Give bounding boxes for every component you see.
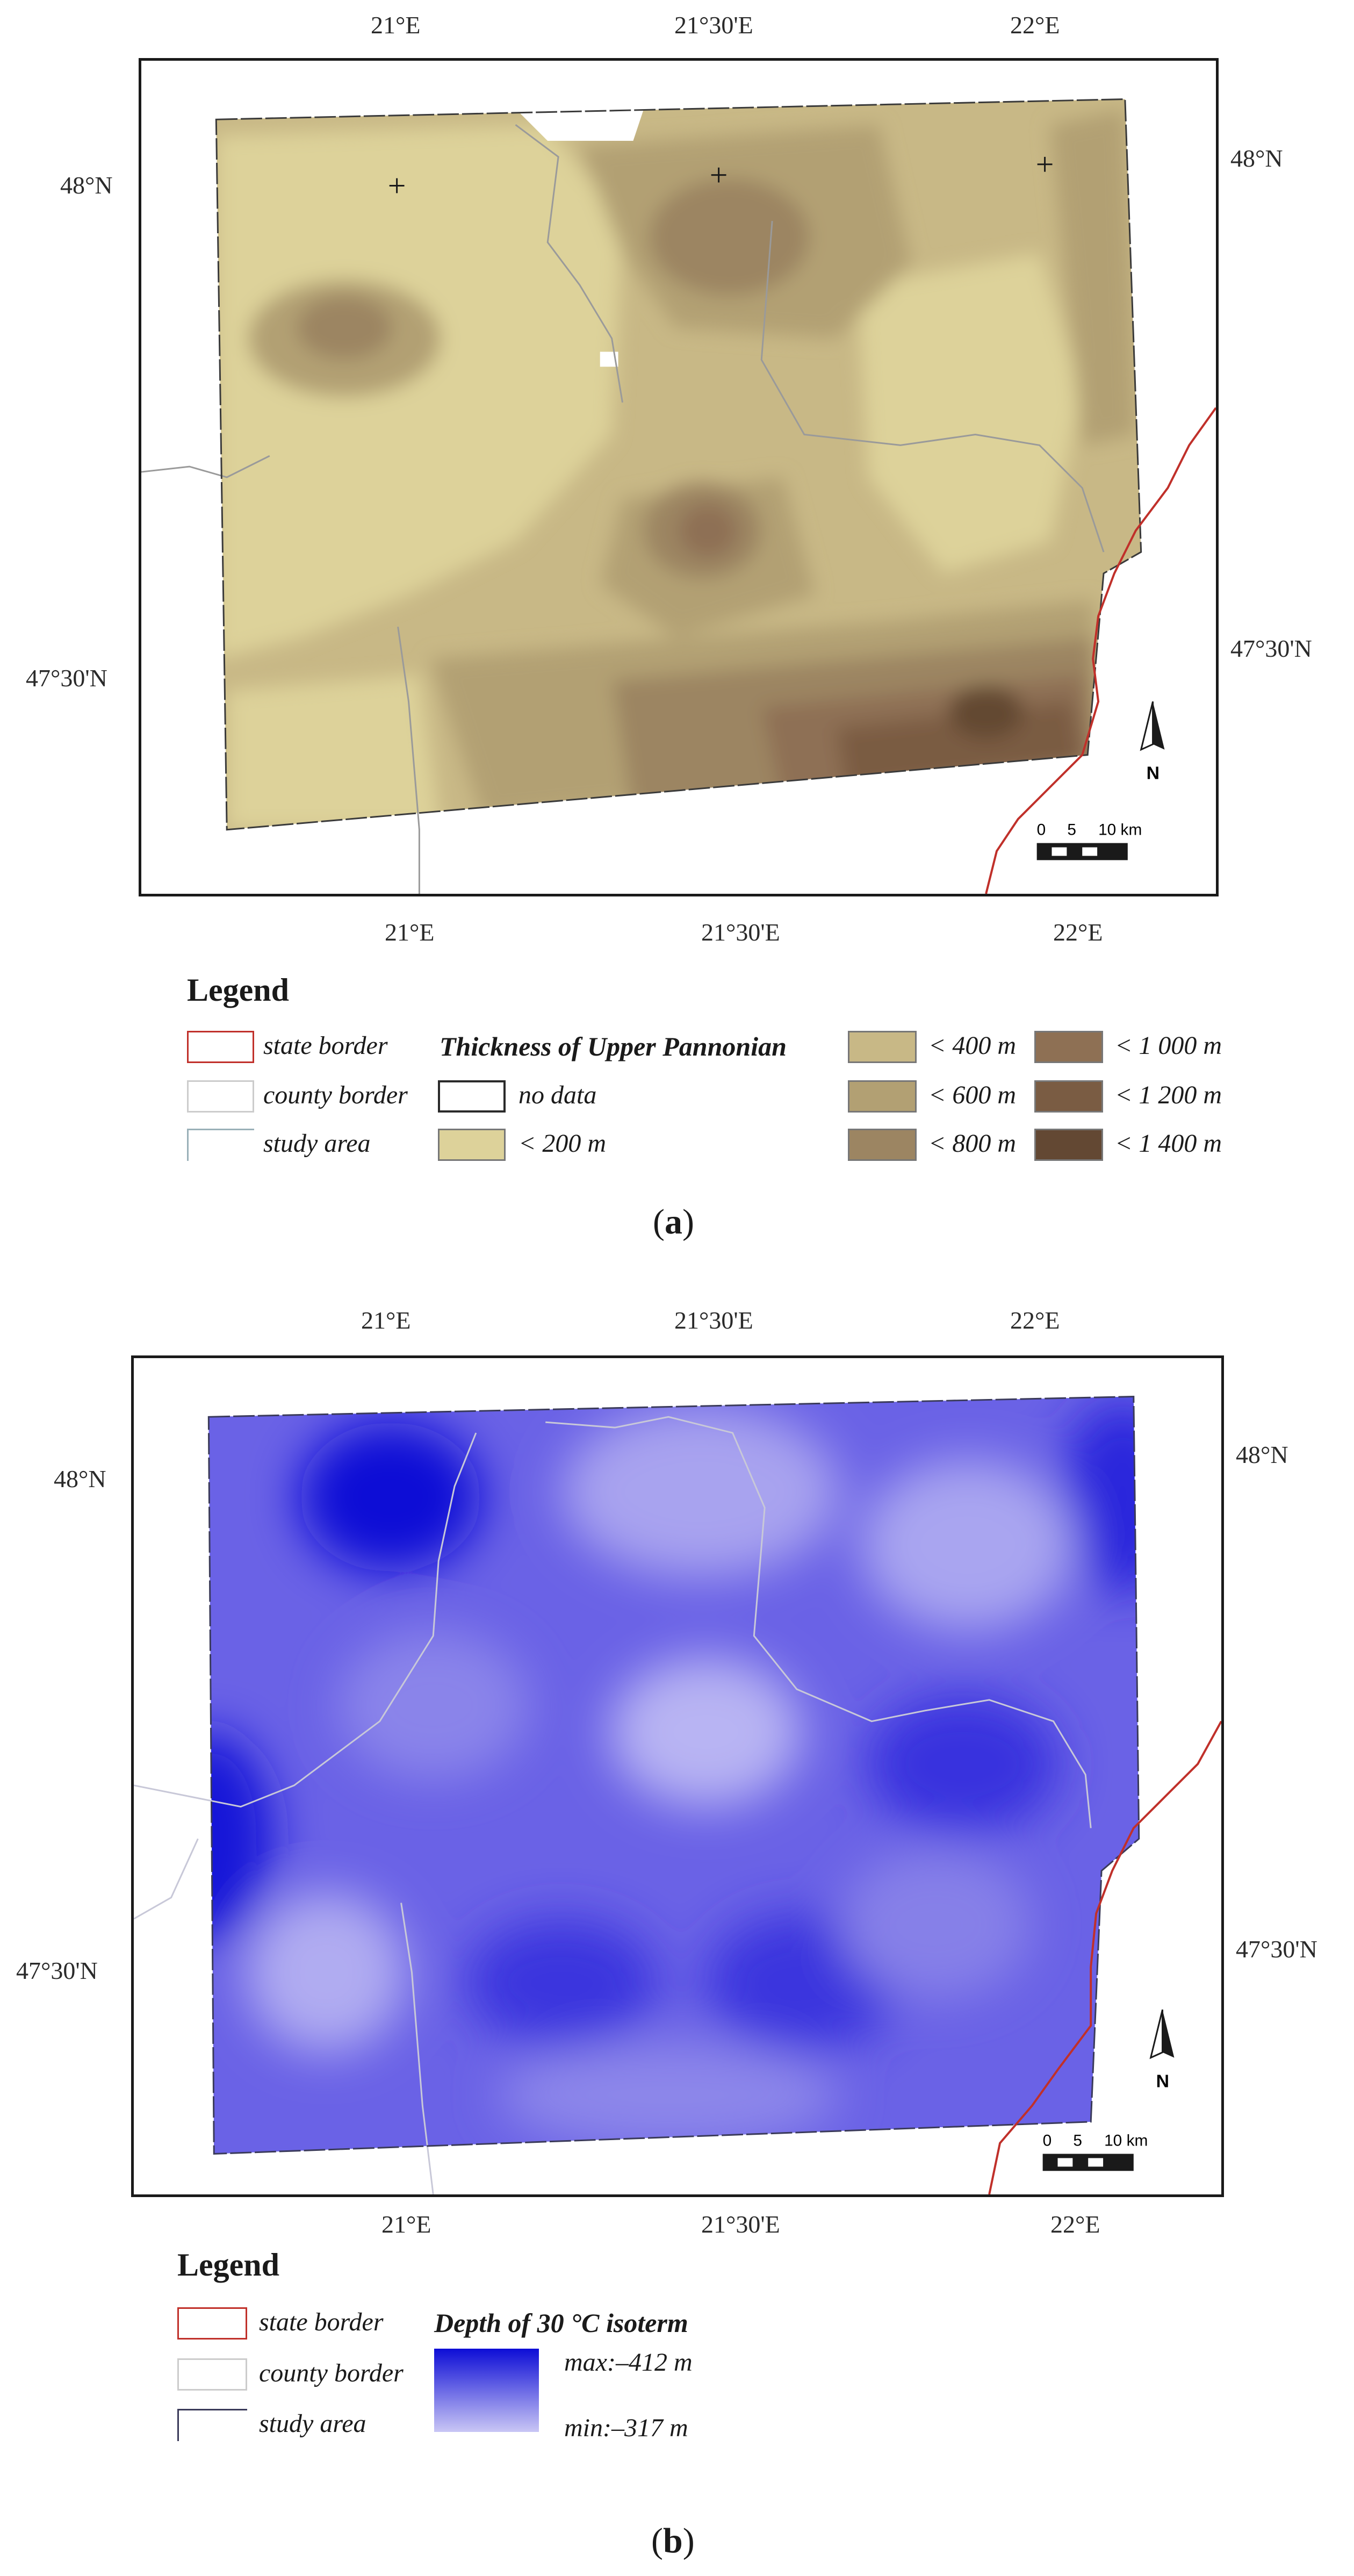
scale-label-10km: 10 km xyxy=(1104,2132,1148,2150)
isotherm-heading: Depth of 30 °C isoterm xyxy=(434,2308,688,2338)
study-area-label: study area xyxy=(263,1129,371,1158)
bottom-tick-21e: 21°E xyxy=(385,919,435,946)
top-tick-22e: 22°E xyxy=(1010,1307,1060,1334)
left-tick-47-30n: 47°30'N xyxy=(16,1957,98,1984)
county-borders xyxy=(134,1416,1092,2194)
study-area-swatch xyxy=(177,2409,247,2441)
state-border xyxy=(988,1720,1221,2194)
no-data-label: no data xyxy=(518,1081,597,1109)
bottom-tick-22e: 22°E xyxy=(1053,919,1103,946)
thickness-heading: Thickness of Upper Pannonian xyxy=(440,1031,787,1061)
class-1200-label: < 1 200 m xyxy=(1115,1081,1222,1109)
bottom-tick-22e: 22°E xyxy=(1050,2211,1100,2238)
scale-label-0: 0 xyxy=(1043,2132,1052,2150)
north-label: N xyxy=(1156,2071,1169,2091)
state-border-label: state border xyxy=(259,2308,384,2336)
class-1400-label: < 1 400 m xyxy=(1115,1129,1222,1158)
county-border-label: county border xyxy=(263,1081,408,1109)
north-label: N xyxy=(1147,763,1159,783)
caption-a: (a) xyxy=(653,1202,694,1242)
caption-b-letter: b xyxy=(662,2521,683,2560)
study-area-swatch xyxy=(187,1129,254,1161)
right-tick-47-30n: 47°30'N xyxy=(1236,1935,1317,1963)
study-area-label: study area xyxy=(259,2409,366,2438)
left-tick-48n: 48°N xyxy=(60,171,113,199)
class-1000-label: < 1 000 m xyxy=(1115,1031,1222,1060)
study-area-outline xyxy=(215,98,1142,831)
class-200-label: < 200 m xyxy=(518,1129,607,1158)
right-tick-48n: 48°N xyxy=(1236,1441,1288,1468)
class-600-swatch xyxy=(848,1080,917,1113)
left-tick-47-30n: 47°30'N xyxy=(26,664,107,692)
scale-bar xyxy=(1036,843,1128,860)
class-600-label: < 600 m xyxy=(928,1081,1017,1109)
state-border-swatch xyxy=(177,2307,247,2340)
top-tick-22e: 22°E xyxy=(1010,11,1060,39)
class-1000-swatch xyxy=(1034,1031,1103,1063)
bottom-tick-21-30e: 21°30'E xyxy=(701,919,780,946)
left-tick-48n: 48°N xyxy=(54,1465,106,1492)
bottom-tick-21-30e: 21°30'E xyxy=(701,2211,780,2238)
graticule-crosses xyxy=(389,156,1053,193)
north-arrow-icon xyxy=(1140,701,1165,751)
state-border xyxy=(985,407,1216,894)
bottom-tick-21e: 21°E xyxy=(381,2211,431,2238)
legend-title: Legend xyxy=(177,2247,280,2283)
class-800-label: < 800 m xyxy=(928,1129,1017,1158)
map-frame: N 0 5 10 km xyxy=(139,58,1219,896)
top-tick-21e: 21°E xyxy=(361,1307,411,1334)
state-border-label: state border xyxy=(263,1031,388,1060)
thickness-map-canvas: N 0 5 10 km xyxy=(141,98,1216,894)
top-tick-21-30e: 21°30'E xyxy=(674,1307,753,1334)
scale-label-5: 5 xyxy=(1073,2132,1082,2150)
scale-label-0: 0 xyxy=(1037,821,1046,839)
panel-b-isotherm-map: 21°E 21°30'E 22°E 48°N 47°30'N 48°N 47°3… xyxy=(0,1290,1354,2576)
top-tick-21e: 21°E xyxy=(371,11,421,39)
north-arrow-icon xyxy=(1149,2009,1175,2060)
scale-label-10km: 10 km xyxy=(1098,821,1142,839)
study-area-outline xyxy=(207,1396,1140,2155)
class-200-swatch xyxy=(438,1129,506,1161)
right-tick-48n: 48°N xyxy=(1230,145,1283,172)
caption-a-letter: a xyxy=(664,1202,682,1242)
panel-a-thickness-map: 21°E 21°30'E 22°E 48°N 47°30'N 48°N 47°3… xyxy=(0,0,1354,1258)
county-border-swatch xyxy=(177,2358,247,2391)
isotherm-map-canvas: N 0 5 10 km xyxy=(134,1396,1221,2194)
class-400-label: < 400 m xyxy=(928,1031,1017,1060)
class-1400-swatch xyxy=(1034,1129,1103,1161)
state-border-swatch xyxy=(187,1031,254,1063)
no-data-swatch xyxy=(438,1080,506,1113)
depth-ramp-swatch xyxy=(434,2349,539,2432)
class-1200-swatch xyxy=(1034,1080,1103,1113)
map-frame: N 0 5 10 km xyxy=(131,1355,1224,2197)
top-tick-21-30e: 21°30'E xyxy=(674,11,753,39)
scale-bar xyxy=(1042,2154,1134,2171)
county-border-label: county border xyxy=(259,2359,404,2387)
max-label: max:–412 m xyxy=(564,2348,693,2377)
scale-label-5: 5 xyxy=(1067,821,1076,839)
right-tick-47-30n: 47°30'N xyxy=(1230,635,1312,662)
class-800-swatch xyxy=(848,1129,917,1161)
legend-title: Legend xyxy=(187,972,290,1008)
class-400-swatch xyxy=(848,1031,917,1063)
caption-b: (b) xyxy=(651,2521,695,2560)
county-border-swatch xyxy=(187,1080,254,1113)
min-label: min:–317 m xyxy=(564,2414,688,2442)
county-borders xyxy=(141,124,1105,894)
